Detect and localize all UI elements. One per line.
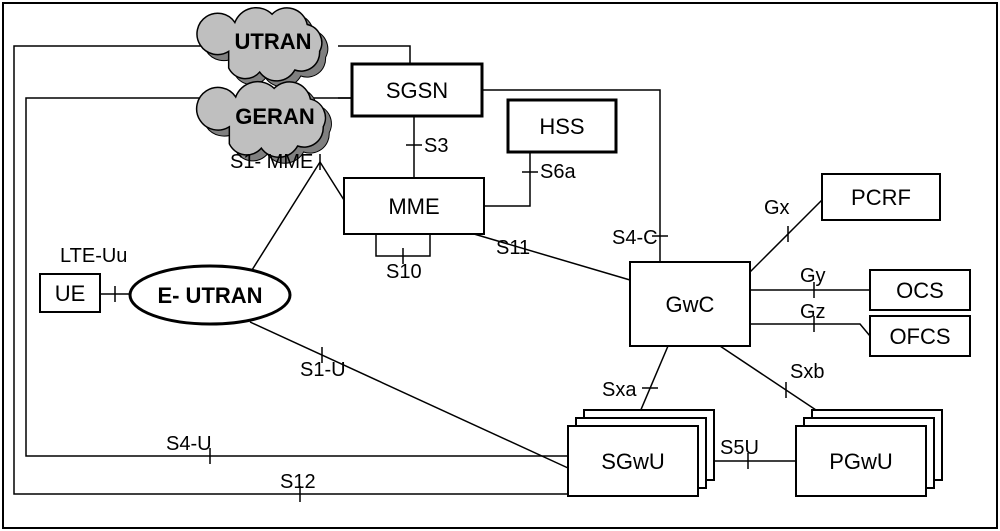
edge-s6a — [484, 152, 530, 206]
node-ue: UE — [40, 274, 100, 312]
edge-label-lte-uu: LTE-Uu — [60, 245, 127, 267]
node-gwc: GwC — [630, 262, 750, 346]
node-sgwu: SGwU — [568, 410, 714, 496]
edge-label-s3: S3 — [424, 135, 448, 157]
edge-label-gx: Gx — [764, 197, 790, 219]
edge-s1-mme — [252, 162, 344, 270]
edge-label-sxb: Sxb — [790, 361, 824, 383]
edge-label-s12: S12 — [280, 471, 316, 493]
edge-label-s1-u: S1-U — [300, 359, 346, 381]
node-label-gwc: GwC — [666, 292, 715, 317]
node-ofcs: OFCS — [870, 316, 970, 356]
edge-label-s10: S10 — [386, 261, 422, 283]
node-label-geran: GERAN — [235, 104, 314, 129]
node-hss: HSS — [508, 100, 616, 152]
edge-label-gy: Gy — [800, 265, 826, 287]
node-label-utran: UTRAN — [235, 29, 312, 54]
node-label-ue: UE — [55, 281, 86, 306]
node-label-mme: MME — [388, 194, 439, 219]
node-label-pgwu: PGwU — [829, 449, 893, 474]
node-label-pcrf: PCRF — [851, 185, 911, 210]
node-label-sgwu: SGwU — [601, 449, 665, 474]
edge-label-s11: S11 — [496, 237, 530, 259]
node-label-eutran: E- UTRAN — [157, 283, 262, 308]
edge-s1-u — [250, 322, 568, 468]
node-utran: UTRAN — [197, 8, 328, 87]
edge-label-s4-c: S4-C — [612, 227, 658, 249]
node-label-ofcs: OFCS — [889, 324, 950, 349]
node-pgwu: PGwU — [796, 410, 942, 496]
node-label-hss: HSS — [539, 114, 584, 139]
edge-label-sxa: Sxa — [602, 379, 637, 401]
edge-label-s1-mme: S1- MME — [230, 151, 313, 173]
node-sgsn: SGSN — [352, 64, 482, 116]
edge-label-s4-u: S4-U — [166, 433, 212, 455]
node-mme: MME — [344, 178, 484, 234]
node-pcrf: PCRF — [822, 174, 940, 220]
edge-label-s5u: S5U — [720, 437, 759, 459]
edge-gz — [750, 324, 870, 336]
node-ocs: OCS — [870, 270, 970, 310]
edge-label-s6a: S6a — [540, 161, 576, 183]
edge-utran-sgsn — [338, 46, 410, 64]
node-label-sgsn: SGSN — [386, 78, 448, 103]
edge-label-gz: Gz — [800, 301, 826, 323]
node-eutran: E- UTRAN — [130, 266, 290, 324]
node-label-ocs: OCS — [896, 278, 944, 303]
